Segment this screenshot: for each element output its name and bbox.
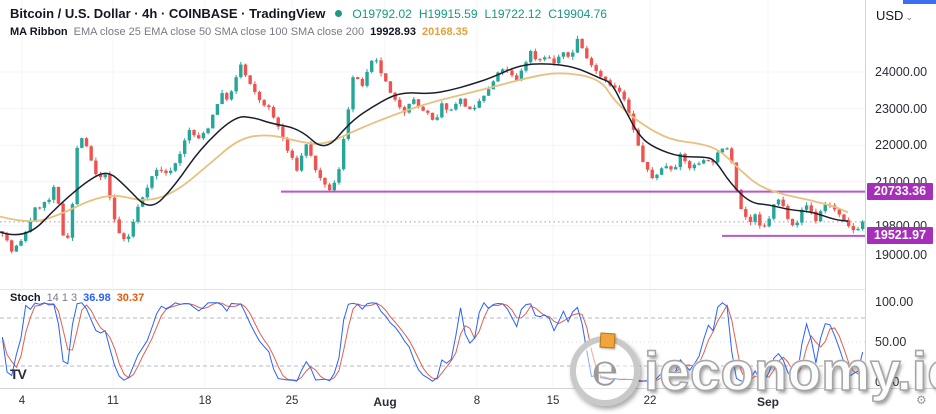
- symbol-legend[interactable]: Bitcoin / U.S. Dollar · 4h · COINBASE · …: [10, 6, 607, 21]
- close-value: C19904.76: [548, 6, 607, 21]
- live-status-dot-icon: [335, 10, 343, 17]
- low-value: L19722.12: [484, 6, 542, 21]
- stoch-tick-label: 100.00: [875, 295, 914, 309]
- level-price-label[interactable]: 20733.36: [867, 182, 933, 200]
- stoch-d-value: 30.37: [116, 292, 145, 304]
- ohlc-values: O19792.02 H19915.59 L19722.12 C19904.76: [352, 7, 607, 21]
- site-watermark[interactable]: ℮ ieconomy.io: [570, 332, 936, 406]
- stoch-name[interactable]: Stoch: [10, 292, 41, 304]
- stoch-params: 14 1 3: [46, 292, 78, 304]
- currency-label: USD: [876, 8, 904, 23]
- time-tick-label: 11: [107, 395, 119, 407]
- ma-fast-line: [0, 63, 849, 236]
- symbol-title[interactable]: Bitcoin / U.S. Dollar · 4h · COINBASE · …: [10, 6, 326, 21]
- price-tick-label: 23000.00: [875, 101, 928, 116]
- stoch-tick-label: 0.00: [875, 375, 900, 389]
- ieconomy-logo-icon: ℮: [570, 332, 640, 406]
- time-tick-label: Aug: [373, 395, 397, 409]
- ma-slow-line: [0, 72, 849, 222]
- chevron-down-icon: ⌄: [905, 12, 913, 22]
- time-tick-label: 25: [285, 395, 299, 407]
- gear-icon[interactable]: ⚙: [916, 393, 927, 407]
- logo-orange-square: [599, 332, 616, 349]
- ma-ribbon-legend[interactable]: MA Ribbon EMA close 25 EMA close 50 SMA …: [10, 26, 468, 38]
- ma-slow-value: 20168.35: [421, 26, 468, 38]
- currency-selector[interactable]: USD ⌄: [876, 8, 913, 23]
- time-tick-label: 18: [198, 395, 212, 407]
- browser-selection-strip: [903, 0, 936, 4]
- high-value: H19915.59: [418, 6, 478, 21]
- time-tick-label: 8: [473, 395, 481, 407]
- watermark-text: ieconomy.io: [643, 339, 936, 403]
- ma-ribbon-name[interactable]: MA Ribbon: [10, 26, 68, 38]
- time-tick-label: 15: [546, 395, 560, 407]
- stoch-legend[interactable]: Stoch 14 1 3 36.98 30.37: [10, 292, 144, 304]
- stoch-k-value: 36.98: [83, 292, 111, 304]
- grid: [0, 0, 865, 288]
- time-tick-label: Sep: [756, 395, 780, 409]
- time-tick-label: 4: [18, 395, 26, 407]
- main-price-pane[interactable]: [0, 0, 865, 288]
- stochastic-pane[interactable]: [0, 290, 865, 388]
- price-tick-label: 24000.00: [875, 65, 928, 79]
- price-tick-label: 22000.00: [875, 138, 928, 153]
- stoch-d-line: [1, 302, 864, 382]
- tradingview-logo-icon[interactable]: TV: [10, 366, 27, 382]
- stoch-k-line: [1, 301, 864, 382]
- stochastic-chart: [0, 290, 865, 388]
- candles: [0, 35, 865, 254]
- pane-divider[interactable]: [0, 289, 865, 290]
- price-tick-label: 19000.00: [875, 248, 928, 263]
- level-price-label[interactable]: 19521.97: [867, 226, 933, 244]
- ma-ribbon-params: EMA close 25 EMA close 50 SMA close 100 …: [73, 26, 365, 38]
- ma-fast-value: 19928.93: [370, 26, 416, 38]
- time-axis[interactable]: 4 11 18 25 Aug 8 15 22 Sep: [0, 388, 936, 414]
- open-value: O19792.02: [352, 6, 412, 21]
- logo-e-glyph: ℮: [591, 346, 619, 395]
- price-axis[interactable]: USD ⌄ 24000.00 23000.00 22000.00 21000.00 198…: [865, 0, 936, 389]
- time-tick-label: 22: [643, 395, 657, 407]
- stoch-tick-label: 50.00: [875, 335, 907, 349]
- candlestick-chart: [0, 0, 865, 288]
